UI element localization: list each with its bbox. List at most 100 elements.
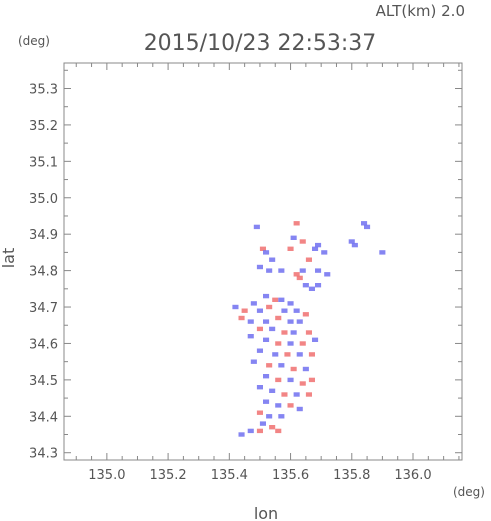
cell-negative bbox=[364, 224, 371, 230]
cell-positive bbox=[296, 275, 303, 281]
chart-title: 2015/10/23 22:53:37 bbox=[144, 31, 377, 56]
cell-negative bbox=[263, 293, 270, 299]
cell-negative bbox=[232, 304, 239, 310]
cell-negative bbox=[256, 348, 263, 353]
cell-negative bbox=[266, 414, 273, 419]
cell-negative bbox=[302, 283, 309, 288]
y-tick-label: 34.6 bbox=[29, 337, 58, 352]
cell-negative bbox=[256, 264, 263, 270]
cell-negative bbox=[315, 268, 322, 273]
x-unit-label: (deg) bbox=[453, 485, 485, 499]
cell-negative bbox=[247, 319, 254, 324]
cell-positive bbox=[308, 377, 315, 383]
cell-negative bbox=[278, 414, 285, 419]
cell-negative bbox=[278, 268, 285, 273]
cell-negative bbox=[287, 377, 294, 383]
cell-negative bbox=[269, 257, 276, 262]
cell-negative bbox=[321, 250, 328, 255]
cell-positive bbox=[305, 330, 312, 335]
y-tick-label: 34.7 bbox=[29, 301, 58, 316]
x-tick-label: 135.8 bbox=[333, 468, 370, 483]
cell-negative bbox=[324, 272, 331, 277]
y-tick-label: 34.3 bbox=[29, 447, 58, 462]
cell-negative bbox=[296, 352, 303, 357]
cell-positive bbox=[305, 392, 312, 397]
cell-positive bbox=[275, 315, 282, 321]
y-tick-label: 34.4 bbox=[29, 410, 58, 425]
cell-negative bbox=[287, 319, 294, 324]
y-tick-label: 35.1 bbox=[29, 155, 58, 170]
cell-negative bbox=[351, 242, 358, 248]
y-unit-label: (deg) bbox=[18, 34, 50, 48]
cell-positive bbox=[256, 410, 263, 415]
cell-negative bbox=[312, 246, 319, 251]
cell-negative bbox=[263, 337, 270, 342]
cell-positive bbox=[299, 341, 306, 346]
cell-positive bbox=[256, 326, 263, 332]
cell-negative bbox=[348, 239, 355, 244]
cell-positive bbox=[241, 308, 248, 313]
cell-negative bbox=[256, 385, 263, 390]
cell-negative bbox=[263, 319, 270, 324]
cell-positive bbox=[266, 363, 273, 368]
cell-negative bbox=[269, 388, 276, 393]
cell-negative bbox=[238, 432, 245, 437]
x-tick-label: 135.0 bbox=[88, 468, 125, 483]
axis-ticks: 135.0 135.2 135.4 135.6 135.8 136.0 34.3 34.4 34… bbox=[29, 63, 462, 483]
cell-negative bbox=[266, 268, 273, 273]
cell-negative bbox=[296, 319, 303, 324]
cell-negative bbox=[275, 403, 282, 408]
cell-negative bbox=[281, 308, 288, 313]
y-tick-label: 34.9 bbox=[29, 228, 58, 243]
y-tick-label: 35.0 bbox=[29, 192, 58, 207]
cell-negative bbox=[379, 250, 386, 255]
cell-positive bbox=[287, 246, 294, 251]
plot-frame bbox=[63, 62, 463, 461]
cell-negative bbox=[315, 242, 322, 248]
cell-negative bbox=[263, 374, 270, 379]
cell-negative bbox=[290, 235, 297, 240]
cell-negative bbox=[263, 250, 270, 255]
cell-positive bbox=[299, 239, 306, 244]
cell-positive bbox=[284, 352, 291, 357]
cell-negative bbox=[272, 352, 279, 357]
y-tick-label: 34.5 bbox=[29, 374, 58, 389]
data-cells bbox=[232, 221, 386, 437]
cell-negative bbox=[293, 308, 300, 313]
cell-positive bbox=[275, 341, 282, 346]
cell-negative bbox=[296, 406, 303, 412]
cell-negative bbox=[250, 301, 257, 306]
altitude-label: ALT(km) 2.0 bbox=[376, 2, 465, 20]
x-tick-label: 136.0 bbox=[394, 468, 431, 483]
cell-negative bbox=[278, 363, 285, 368]
cell-negative bbox=[253, 224, 260, 230]
cell-negative bbox=[290, 330, 297, 335]
y-tick-label: 34.8 bbox=[29, 265, 58, 280]
cell-negative bbox=[287, 301, 294, 306]
cell-negative bbox=[269, 326, 276, 332]
cell-negative bbox=[250, 359, 257, 364]
cell-negative bbox=[293, 392, 300, 397]
cell-positive bbox=[281, 330, 288, 335]
cell-positive bbox=[287, 403, 294, 408]
cell-positive bbox=[238, 315, 245, 321]
cell-positive bbox=[259, 246, 266, 251]
x-tick-label: 135.2 bbox=[149, 468, 186, 483]
cell-negative bbox=[315, 283, 322, 288]
cell-negative bbox=[361, 221, 368, 226]
cell-positive bbox=[272, 297, 279, 302]
cell-positive bbox=[299, 381, 306, 386]
cell-negative bbox=[302, 366, 309, 372]
x-axis-label: lon bbox=[254, 504, 278, 521]
cell-positive bbox=[269, 425, 276, 430]
cell-negative bbox=[247, 334, 254, 339]
cell-positive bbox=[281, 392, 288, 397]
y-tick-label: 35.2 bbox=[29, 119, 58, 134]
cell-negative bbox=[299, 268, 306, 273]
cell-negative bbox=[287, 341, 294, 346]
x-tick-label: 135.6 bbox=[272, 468, 309, 483]
cell-positive bbox=[305, 257, 312, 262]
cell-negative bbox=[312, 337, 319, 342]
x-tick-label: 135.4 bbox=[211, 468, 248, 483]
